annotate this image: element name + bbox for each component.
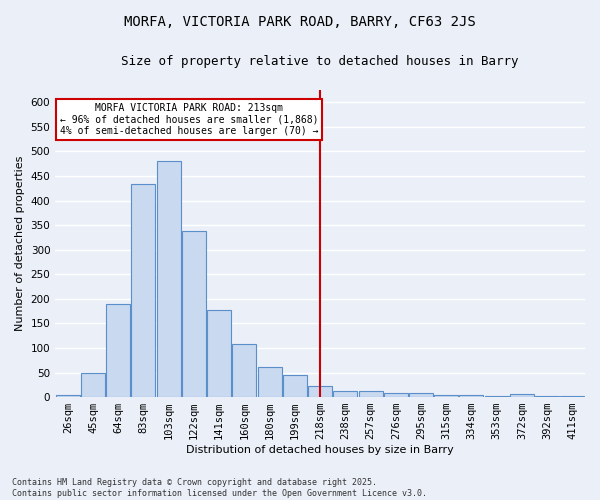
Bar (535, 396, 559, 397)
Bar (56, 394, 80, 397)
Bar (257, 366, 281, 397)
Bar (460, 395, 484, 397)
Bar (485, 396, 509, 397)
X-axis label: Distribution of detached houses by size in Barry: Distribution of detached houses by size … (186, 445, 454, 455)
Bar (283, 375, 307, 397)
Bar (560, 396, 584, 397)
Text: MORFA VICTORIA PARK ROAD: 213sqm
← 96% of detached houses are smaller (1,868)
4%: MORFA VICTORIA PARK ROAD: 213sqm ← 96% o… (59, 104, 318, 136)
Bar (131, 184, 155, 397)
Bar (384, 393, 408, 397)
Text: MORFA, VICTORIA PARK ROAD, BARRY, CF63 2JS: MORFA, VICTORIA PARK ROAD, BARRY, CF63 2… (124, 15, 476, 29)
Bar (409, 393, 433, 397)
Y-axis label: Number of detached properties: Number of detached properties (15, 156, 25, 331)
Bar (434, 394, 458, 397)
Text: Contains HM Land Registry data © Crown copyright and database right 2025.
Contai: Contains HM Land Registry data © Crown c… (12, 478, 427, 498)
Bar (81, 372, 105, 397)
Bar (106, 304, 130, 397)
Bar (207, 310, 231, 397)
Bar (359, 391, 383, 397)
Bar (182, 231, 206, 397)
Bar (510, 394, 534, 397)
Bar (334, 391, 357, 397)
Bar (308, 386, 332, 397)
Bar (157, 161, 181, 397)
Title: Size of property relative to detached houses in Barry: Size of property relative to detached ho… (121, 55, 519, 68)
Bar (232, 344, 256, 397)
